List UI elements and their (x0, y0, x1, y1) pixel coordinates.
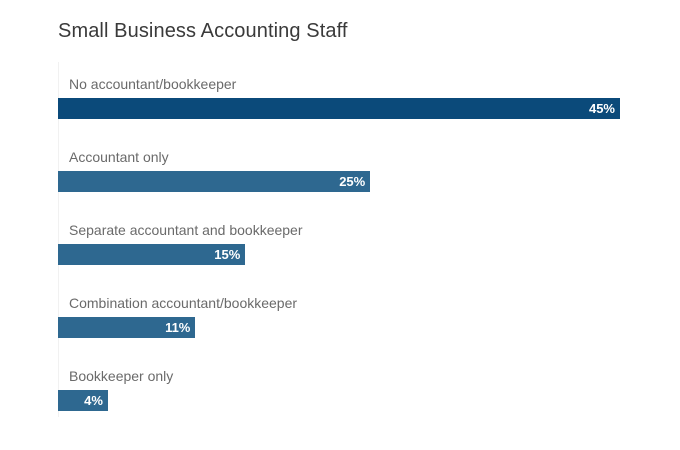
bar: 15% (58, 244, 246, 265)
bar: 25% (58, 171, 371, 192)
bar-chart: No accountant/bookkeeper 45% Accountant on… (58, 62, 638, 422)
category-label: No accountant/bookkeeper (69, 76, 237, 92)
bar: 45% (58, 98, 620, 119)
bar-row: Bookkeeper only 4% (58, 354, 638, 414)
bar: 11% (58, 317, 196, 338)
category-label: Bookkeeper only (69, 368, 174, 384)
category-axis-line (58, 62, 59, 417)
bar-row: Separate accountant and bookkeeper 15% (58, 208, 638, 268)
chart-title: Small Business Accounting Staff (58, 20, 348, 42)
bar-row: Combination accountant/bookkeeper 11% (58, 281, 638, 341)
category-label: Combination accountant/bookkeeper (69, 295, 298, 311)
category-label: Accountant only (69, 149, 169, 165)
bar-value-label: 45% (588, 101, 615, 116)
bar-value-label: 4% (84, 393, 103, 408)
bar-row: No accountant/bookkeeper 45% (58, 62, 638, 122)
bar-row: Accountant only 25% (58, 135, 638, 195)
bar: 4% (58, 390, 108, 411)
bar-value-label: 15% (214, 247, 241, 262)
bar-value-label: 25% (339, 174, 366, 189)
category-label: Separate accountant and bookkeeper (69, 222, 303, 238)
bar-value-label: 11% (165, 320, 191, 335)
